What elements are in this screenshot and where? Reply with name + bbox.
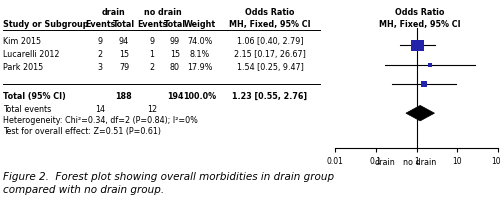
- Text: 15: 15: [170, 50, 180, 59]
- Text: 80: 80: [170, 63, 180, 72]
- Text: Heterogeneity: Chi²=0.34, df=2 (P=0.84); I²=0%: Heterogeneity: Chi²=0.34, df=2 (P=0.84);…: [3, 116, 198, 125]
- Text: 1.06 [0.40, 2.79]: 1.06 [0.40, 2.79]: [236, 37, 304, 46]
- Polygon shape: [421, 81, 427, 87]
- Polygon shape: [428, 63, 432, 67]
- Text: 99: 99: [170, 37, 180, 46]
- Text: Odds Ratio: Odds Ratio: [246, 8, 294, 17]
- Text: 194: 194: [167, 92, 183, 101]
- Text: Total events: Total events: [3, 105, 51, 114]
- Text: Weight: Weight: [184, 20, 216, 29]
- Text: Figure 2.  Forest plot showing overall morbidities in drain group: Figure 2. Forest plot showing overall mo…: [3, 172, 334, 182]
- Text: MH, Fixed, 95% CI: MH, Fixed, 95% CI: [229, 20, 311, 29]
- Text: 100.0%: 100.0%: [184, 92, 216, 101]
- Text: no drain: no drain: [144, 8, 182, 17]
- Text: no drain: no drain: [404, 158, 436, 167]
- Text: 3: 3: [98, 63, 102, 72]
- Text: 2.15 [0.17, 26.67]: 2.15 [0.17, 26.67]: [234, 50, 306, 59]
- Text: 79: 79: [119, 63, 129, 72]
- Text: Events: Events: [137, 20, 167, 29]
- Text: drain: drain: [374, 158, 396, 167]
- Text: Odds Ratio: Odds Ratio: [396, 8, 444, 17]
- Text: 17.9%: 17.9%: [187, 63, 213, 72]
- Text: Total (95% CI): Total (95% CI): [3, 92, 66, 101]
- Text: 14: 14: [95, 105, 105, 114]
- Text: Lucarelli 2012: Lucarelli 2012: [3, 50, 59, 59]
- Text: Total: Total: [113, 20, 135, 29]
- Text: 9: 9: [98, 37, 102, 46]
- Text: 188: 188: [116, 92, 132, 101]
- Text: Test for overall effect: Z=0.51 (P=0.61): Test for overall effect: Z=0.51 (P=0.61): [3, 127, 161, 136]
- Text: drain: drain: [101, 8, 125, 17]
- Text: 15: 15: [119, 50, 129, 59]
- Text: 12: 12: [147, 105, 157, 114]
- Text: Events: Events: [85, 20, 115, 29]
- Text: Park 2015: Park 2015: [3, 63, 43, 72]
- Polygon shape: [406, 105, 434, 121]
- Text: Total: Total: [164, 20, 186, 29]
- Text: 8.1%: 8.1%: [190, 50, 210, 59]
- Text: 1.54 [0.25, 9.47]: 1.54 [0.25, 9.47]: [236, 63, 304, 72]
- Text: 2: 2: [98, 50, 102, 59]
- Text: MH, Fixed, 95% CI: MH, Fixed, 95% CI: [379, 20, 461, 29]
- Text: 1: 1: [150, 50, 154, 59]
- Text: 94: 94: [119, 37, 129, 46]
- Text: 74.0%: 74.0%: [188, 37, 212, 46]
- Polygon shape: [412, 40, 424, 51]
- Text: Study or Subgroup: Study or Subgroup: [3, 20, 88, 29]
- Text: compared with no drain group.: compared with no drain group.: [3, 185, 164, 195]
- Text: 1.23 [0.55, 2.76]: 1.23 [0.55, 2.76]: [232, 92, 308, 101]
- Text: Kim 2015: Kim 2015: [3, 37, 41, 46]
- Text: 9: 9: [150, 37, 154, 46]
- Text: 2: 2: [150, 63, 154, 72]
